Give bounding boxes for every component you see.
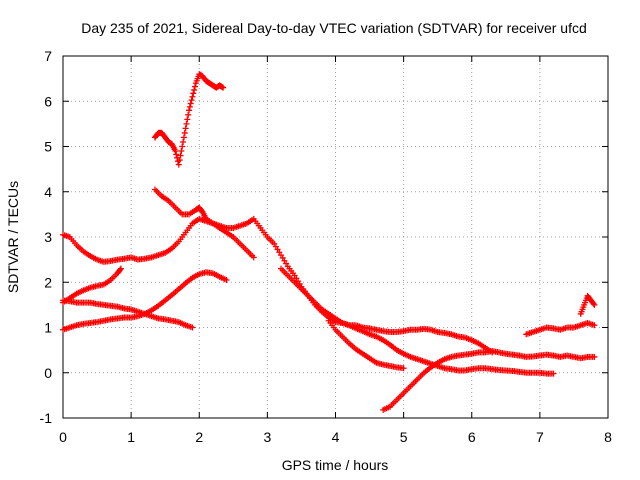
data-point: [180, 134, 187, 141]
data-point: [179, 143, 186, 150]
data-point: [590, 300, 597, 307]
data-point: [178, 148, 185, 155]
y-tick-label: 1: [44, 320, 52, 336]
data-point: [117, 265, 124, 272]
data-series: [60, 71, 598, 413]
data-point: [182, 125, 189, 132]
x-tick-label: 2: [195, 429, 203, 445]
x-tick-label: 1: [127, 429, 135, 445]
data-point: [186, 107, 193, 114]
chart-title: Day 235 of 2021, Sidereal Day-to-day VTE…: [81, 20, 587, 36]
data-point: [250, 254, 257, 261]
data-point: [180, 138, 187, 145]
data-point: [117, 266, 124, 273]
data-point: [189, 324, 196, 331]
data-point: [188, 97, 195, 104]
data-point: [220, 84, 227, 91]
data-point: [191, 86, 198, 93]
y-axis-label: SDTVAR / TECUs: [5, 181, 21, 293]
data-point: [189, 93, 196, 100]
x-tick-label: 5: [400, 429, 408, 445]
data-point: [550, 370, 557, 377]
x-tick-label: 4: [332, 429, 340, 445]
data-point: [591, 353, 598, 360]
data-point: [187, 100, 194, 107]
data-point: [176, 157, 183, 164]
x-tick-label: 7: [536, 429, 544, 445]
series-s11: [577, 292, 598, 317]
data-point: [185, 111, 192, 118]
data-point: [223, 276, 230, 283]
series-s10: [523, 319, 598, 338]
series-s9: [380, 348, 598, 413]
y-tick-label: 7: [44, 48, 52, 64]
data-point: [400, 365, 407, 372]
data-point: [172, 148, 179, 155]
data-point: [181, 129, 188, 136]
x-tick-label: 6: [468, 429, 476, 445]
series-s7: [278, 265, 557, 377]
data-point: [175, 161, 182, 168]
data-point: [186, 103, 193, 110]
series-s5: [151, 71, 227, 168]
data-point: [191, 83, 198, 90]
x-axis-label: GPS time / hours: [282, 457, 389, 473]
data-point: [173, 151, 180, 158]
x-tick-label: 0: [59, 429, 67, 445]
grid: [63, 56, 608, 418]
y-tick-label: -1: [40, 410, 53, 426]
series-s3: [60, 297, 196, 331]
data-point: [177, 152, 184, 159]
series-s1: [60, 215, 257, 265]
y-tick-label: 2: [44, 274, 52, 290]
y-tick-label: 0: [44, 365, 52, 381]
x-tick-label: 3: [263, 429, 271, 445]
y-tick-label: 5: [44, 139, 52, 155]
data-point: [183, 120, 190, 127]
y-tick-label: 6: [44, 93, 52, 109]
y-tick-label: 4: [44, 184, 52, 200]
x-tick-label: 8: [604, 429, 612, 445]
series-s4: [60, 269, 230, 333]
data-point: [591, 301, 598, 308]
data-point: [184, 116, 191, 123]
data-point: [591, 322, 598, 329]
series-s8: [325, 317, 407, 372]
y-tick-label: 3: [44, 229, 52, 245]
series-s6: [151, 186, 496, 356]
data-point: [190, 90, 197, 97]
axis-ticks: 0 1 2 3 4 5 6 7 8 -1 0 1 2 3 4 5 6 7: [40, 48, 613, 445]
